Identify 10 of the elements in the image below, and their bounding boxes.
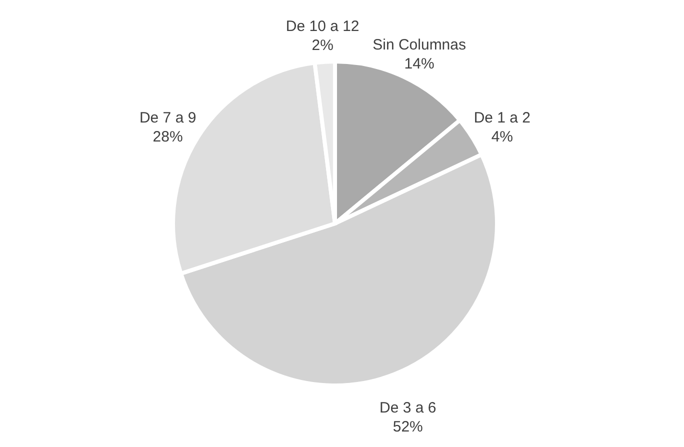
slice-label: De 3 a 6 xyxy=(380,400,436,417)
slice-label: De 1 a 2 xyxy=(474,109,531,126)
data-label: 2% xyxy=(312,36,334,54)
data-label: 52% xyxy=(392,418,423,436)
slice-label: Sin Columnas xyxy=(372,36,466,54)
data-label: 28% xyxy=(152,128,183,146)
data-label: 4% xyxy=(491,128,514,146)
data-label: 14% xyxy=(404,55,434,72)
slice-label: De 7 a 9 xyxy=(139,109,196,126)
slice-label: De 10 a 12 xyxy=(286,18,360,35)
